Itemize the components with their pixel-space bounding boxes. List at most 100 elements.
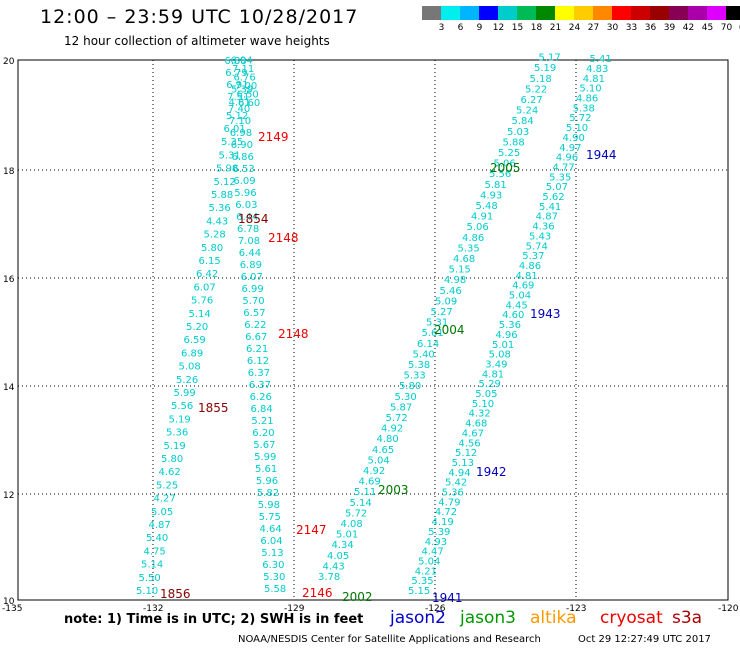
wave-height-value: 5.98: [258, 500, 280, 511]
wave-height-value: 6.50: [237, 90, 259, 101]
x-tick-label: -120: [718, 604, 739, 614]
wave-height-value: 6.01: [224, 124, 246, 135]
wave-height-value: 5.30: [395, 392, 417, 403]
wave-height-value: 5.05: [151, 507, 173, 518]
wave-height-value: 6.78: [237, 224, 259, 235]
wave-height-value: 4.56: [458, 438, 480, 449]
wave-height-value: 5.15: [408, 586, 430, 597]
wave-height-value: 5.72: [386, 413, 408, 424]
wave-height-value: 5.40: [413, 349, 435, 360]
wave-height-value: 7.11: [232, 64, 254, 75]
scale-label: 30: [606, 23, 619, 33]
wave-height-value: 6.60: [238, 98, 260, 109]
wave-height-value: 5.35: [411, 576, 433, 587]
wave-height-value: 4.92: [381, 424, 403, 435]
wave-height-value: 5.82: [257, 488, 279, 499]
wave-height-value: 6.27: [521, 95, 543, 106]
wave-height-value: 5.29: [479, 379, 501, 390]
scale-label: 45: [701, 23, 714, 33]
pass-time-label: 1855: [198, 401, 229, 415]
wave-height-value: 5.80: [161, 454, 183, 465]
legend-jason2: jason2: [390, 608, 446, 628]
wave-height-value: 4.45: [505, 300, 527, 311]
pass-time-label: 1941: [432, 591, 463, 605]
wave-height-value: 4.80: [377, 434, 399, 445]
wave-height-value: 5.06: [494, 159, 516, 170]
wave-height-value: 5.56: [171, 401, 193, 412]
wave-height-value: 4.81: [516, 271, 538, 282]
pass-time-label: 1856: [160, 587, 191, 601]
wave-height-value: 5.61: [422, 328, 444, 339]
wave-height-value: 5.14: [350, 498, 372, 509]
footer-timestamp: Oct 29 12:27:49 UTC 2017: [578, 634, 711, 645]
wave-height-value: 5.35: [221, 137, 243, 148]
wave-height-value: 4.92: [363, 466, 385, 477]
wave-height-value: 6.42: [196, 269, 218, 280]
wave-height-value: 5.39: [428, 527, 450, 538]
wave-height-value: 4.62: [159, 467, 181, 478]
scale-swatch: [422, 6, 441, 20]
wave-height-value: 5.38: [408, 360, 430, 371]
wave-height-value: 5.12: [226, 111, 248, 122]
wave-height-value: 5.20: [186, 322, 208, 333]
scale-label: 21: [549, 23, 562, 33]
wave-height-value: 5.03: [507, 127, 529, 138]
wave-height-value: 6.79: [225, 68, 247, 79]
wave-height-value: 5.35: [458, 243, 480, 254]
wave-height-value: 6.67: [245, 332, 267, 343]
wave-height-value: 6.26: [250, 392, 272, 403]
scale-swatch: [441, 6, 460, 20]
wave-height-value: 5.19: [169, 414, 191, 425]
wave-height-value: 5.10: [136, 586, 158, 597]
wave-height-value: 6.84: [251, 404, 273, 415]
wave-height-value: 5.37: [522, 251, 544, 262]
wave-height-value: 6.07: [241, 272, 263, 283]
wave-height-value: 4.86: [576, 94, 598, 105]
scale-swatch: [612, 6, 631, 20]
wave-height-value: 4.67: [462, 428, 484, 439]
y-tick-label: 18: [3, 167, 15, 177]
wave-height-value: 5.10: [566, 123, 588, 134]
wave-height-value: 6.76: [234, 73, 256, 84]
legend-cryosat: cryosat: [600, 608, 663, 628]
wave-height-value: 5.36: [499, 320, 521, 331]
wave-height-value: 6.12: [247, 356, 269, 367]
wave-height-value: 5.81: [485, 180, 507, 191]
wave-height-value: 5.26: [176, 375, 198, 386]
scale-label: 33: [625, 23, 638, 33]
scale-label: 39: [663, 23, 676, 33]
wave-height-value: 4.60: [502, 310, 524, 321]
color-scale-bar: [422, 6, 740, 20]
wave-height-value: 6.07: [194, 282, 216, 293]
wave-height-value: 5.72: [345, 508, 367, 519]
wave-height-value: 4.69: [359, 477, 381, 488]
wave-height-value: 4.79: [438, 497, 460, 508]
wave-height-value: 6.53: [233, 164, 255, 175]
wave-height-value: 4.81: [583, 74, 605, 85]
wave-height-value: 6.20: [252, 428, 274, 439]
wave-height-value: 4.47: [421, 547, 443, 558]
wave-height-value: 5.35: [549, 172, 571, 183]
scale-label: 36: [644, 23, 657, 33]
wave-height-value: 5.76: [191, 296, 213, 307]
wave-height-value: 7.51: [227, 92, 249, 103]
wave-height-value: 5.40: [146, 533, 168, 544]
wave-height-value: 6.21: [246, 344, 268, 355]
wave-height-value: 4.64: [260, 524, 282, 535]
wave-height-value: 7.40: [228, 104, 250, 115]
legend-altika: altika: [530, 608, 577, 628]
wave-height-value: 6.03: [235, 200, 257, 211]
wave-height-value: 4.93: [480, 190, 502, 201]
wave-height-value: 6.37: [249, 380, 271, 391]
wave-height-value: 4.90: [563, 133, 585, 144]
wave-height-value: 4.93: [425, 537, 447, 548]
wave-height-value: 5.75: [259, 512, 281, 523]
scale-swatch: [460, 6, 479, 20]
wave-height-value: 4.36: [532, 222, 554, 233]
map-frame: [17, 59, 729, 601]
scale-swatch: [555, 6, 574, 20]
wave-height-value: 4.34: [332, 540, 354, 551]
wave-height-value: 6.30: [262, 560, 284, 571]
wave-height-value: 5.08: [179, 362, 201, 373]
scale-label: 9: [476, 23, 483, 33]
